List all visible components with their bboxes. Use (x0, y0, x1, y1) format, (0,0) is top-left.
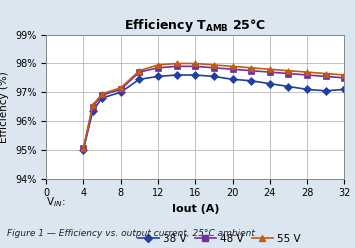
Title: Efficiency T$_{\mathregular{AMB}}$ 25°C: Efficiency T$_{\mathregular{AMB}}$ 25°C (124, 17, 266, 34)
Legend: 38 V, 48 V, 55 V: 38 V, 48 V, 55 V (134, 230, 305, 248)
Y-axis label: Efficiency (%): Efficiency (%) (0, 71, 9, 143)
Text: Figure 1 — Efficiency vs. output current, 25°C ambient: Figure 1 — Efficiency vs. output current… (7, 229, 255, 238)
X-axis label: Iout (A): Iout (A) (171, 204, 219, 214)
Text: V$_{IN}$:: V$_{IN}$: (46, 195, 66, 209)
